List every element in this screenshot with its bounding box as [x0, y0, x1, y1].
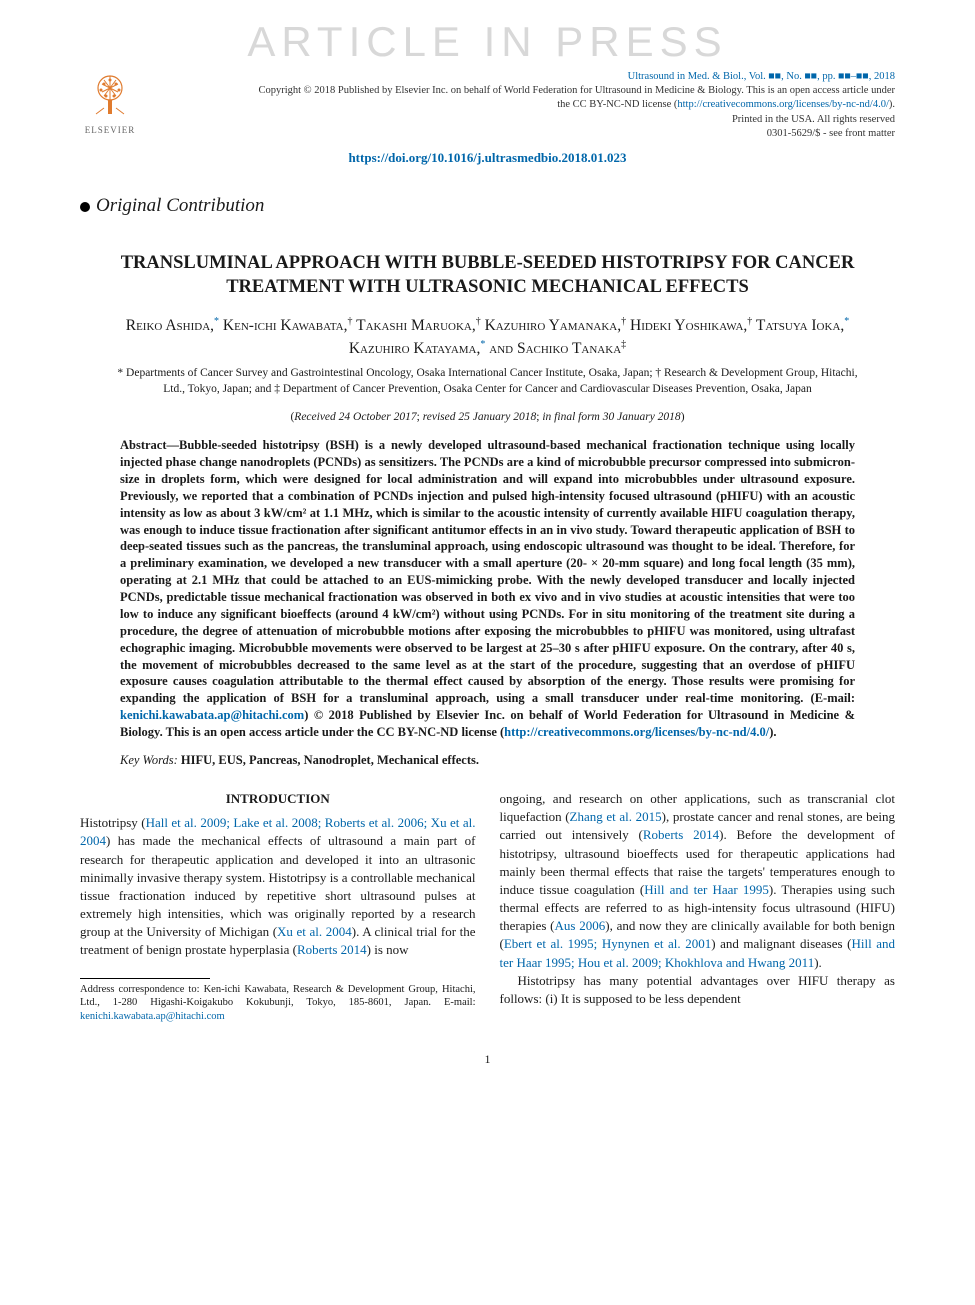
body-columns: INTRODUCTION Histotripsy (Hall et al. 20… [80, 790, 895, 1024]
keywords-list: HIFU, EUS, Pancreas, Nanodroplet, Mechan… [181, 753, 479, 767]
bullet-icon [80, 202, 90, 212]
page-number: 1 [80, 1052, 895, 1067]
keywords-block: Key Words: HIFU, EUS, Pancreas, Nanodrop… [120, 753, 855, 768]
dates-line: (Received 24 October 2017; revised 25 Ja… [80, 411, 895, 423]
affiliations: * Departments of Cancer Survey and Gastr… [110, 366, 865, 397]
page-container: ELSEVIER Ultrasound in Med. & Biol., Vol… [0, 0, 975, 1107]
citation-link[interactable]: Hill and ter Haar 1995 [644, 882, 769, 897]
footnote-text: Address correspondence to: Ken-ichi Kawa… [80, 984, 476, 1009]
abstract-cc-link[interactable]: http://creativecommons.org/licenses/by-n… [504, 725, 769, 739]
abstract-body: Bubble-seeded histotripsy (BSH) is a new… [120, 438, 855, 705]
corresponding-footnote: Address correspondence to: Ken-ichi Kawa… [80, 983, 476, 1024]
intro-para-1: Histotripsy (Hall et al. 2009; Lake et a… [80, 814, 476, 960]
cc-license-link[interactable]: http://creativecommons.org/licenses/by-n… [677, 99, 889, 110]
citation-link[interactable]: Roberts 2014 [643, 827, 719, 842]
abstract-block: Abstract—Bubble-seeded histotripsy (BSH)… [120, 437, 855, 741]
text-run: ) and malignant diseases ( [711, 936, 851, 951]
citation-link[interactable]: Ebert et al. 1995; Hynynen et al. 2001 [504, 936, 711, 951]
footnote-email-link[interactable]: kenichi.kawabata.ap@hitachi.com [80, 1011, 225, 1022]
citation-link[interactable]: Xu et al. 2004 [277, 924, 352, 939]
doi-row: https://doi.org/10.1016/j.ultrasmedbio.2… [80, 149, 895, 167]
section-type: Original Contribution [80, 195, 895, 217]
abstract-email-link[interactable]: kenichi.kawabata.ap@hitachi.com [120, 708, 304, 722]
keywords-label: Key Words: [120, 753, 178, 767]
text-run: Histotripsy ( [80, 815, 146, 830]
citation-link[interactable]: Roberts 2014 [297, 942, 367, 957]
copyright-tail: ). [889, 99, 895, 110]
doi-link[interactable]: https://doi.org/10.1016/j.ultrasmedbio.2… [348, 150, 626, 165]
intro-heading: INTRODUCTION [80, 790, 476, 808]
printed-line: Printed in the USA. All rights reserved [245, 113, 895, 127]
left-column: INTRODUCTION Histotripsy (Hall et al. 20… [80, 790, 476, 1024]
final-date: in final form 30 January 2018 [542, 411, 680, 423]
received-date: Received 24 October 2017 [294, 411, 416, 423]
authors-list: Reiko Ashida,* Ken-ichi Kawabata,† Takas… [100, 315, 875, 360]
elsevier-tree-icon [86, 70, 134, 118]
header-row: ELSEVIER Ultrasound in Med. & Biol., Vol… [80, 70, 895, 141]
text-run: ). [814, 955, 822, 970]
citation-link[interactable]: Zhang et al. 2015 [570, 809, 662, 824]
right-column: ongoing, and research on other applicati… [500, 790, 896, 1024]
article-title: TRANSLUMINAL APPROACH WITH BUBBLE-SEEDED… [110, 251, 865, 299]
revised-date: revised 25 January 2018 [423, 411, 537, 423]
right-para-2: Histotripsy has many potential advantage… [500, 972, 896, 1008]
footnote-rule [80, 978, 210, 979]
section-type-label: Original Contribution [96, 195, 264, 216]
abstract-label: Abstract— [120, 438, 179, 452]
abstract-tail: ). [769, 725, 776, 739]
journal-info-block: Ultrasound in Med. & Biol., Vol. ■■, No.… [245, 70, 895, 141]
publisher-name: ELSEVIER [80, 125, 140, 135]
text-run: ) is now [367, 942, 409, 957]
citation-link[interactable]: Aus 2006 [555, 918, 606, 933]
copyright-line: Copyright © 2018 Published by Elsevier I… [245, 84, 895, 112]
publisher-logo: ELSEVIER [80, 70, 140, 135]
right-para-1: ongoing, and research on other applicati… [500, 790, 896, 972]
issn-line: 0301-5629/$ - see front matter [245, 127, 895, 141]
journal-citation: Ultrasound in Med. & Biol., Vol. ■■, No.… [245, 70, 895, 84]
